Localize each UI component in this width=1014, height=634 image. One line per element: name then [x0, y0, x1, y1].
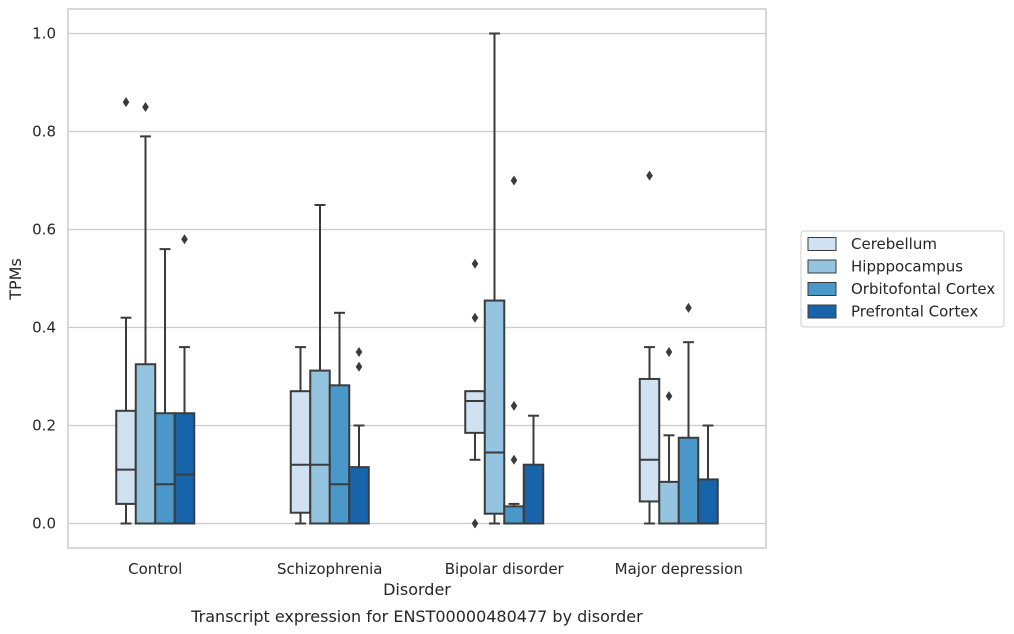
- box-iqr: [173, 412, 196, 525]
- box-2-0: [464, 258, 486, 529]
- plot-frame: [67, 8, 767, 549]
- y-axis-label: TPMs: [6, 258, 25, 301]
- y-tick-label: 0.0: [32, 515, 56, 533]
- x-tick-label: Schizophrenia: [277, 560, 382, 578]
- outlier-point: [510, 454, 518, 465]
- box-2-1: [483, 32, 506, 525]
- outlier-point: [471, 518, 479, 529]
- y-tick-labels: 0.0 0.2 0.4 0.6 0.8 1.0: [32, 25, 56, 533]
- outlier-point: [646, 170, 653, 181]
- legend-frame: [800, 230, 1005, 328]
- outlier-point: [355, 361, 363, 372]
- x-tick-labels: Control Schizophrenia Bipolar disorder Majo…: [128, 560, 743, 578]
- box-2-3: [522, 414, 545, 525]
- outlier-point: [471, 258, 479, 269]
- x-tick-label: Control: [128, 560, 182, 578]
- legend-label-0: Cerebellum: [851, 235, 937, 253]
- box-3-1: [658, 347, 680, 525]
- outlier-point: [510, 175, 518, 186]
- box-1-0: [289, 346, 312, 525]
- x-axis-label: Disorder: [383, 580, 451, 599]
- box-iqr: [348, 466, 370, 525]
- box-3-0: [638, 170, 661, 525]
- y-tick-label: 0.8: [32, 123, 56, 141]
- outlier-point: [510, 400, 518, 411]
- legend-swatch-0: [807, 237, 837, 251]
- box-iqr: [522, 463, 545, 525]
- box-1-1: [309, 204, 331, 525]
- box-iqr: [115, 409, 137, 505]
- box-iqr: [134, 363, 157, 525]
- box-iqr: [483, 299, 506, 515]
- box-3-3: [697, 424, 719, 525]
- box-iqr: [658, 480, 680, 525]
- legend-swatch-2: [807, 282, 837, 296]
- box-iqr: [289, 390, 312, 514]
- box-3-2: [677, 302, 700, 525]
- box-iqr: [309, 369, 331, 525]
- box-1-3: [348, 347, 370, 525]
- box-iqr: [638, 377, 661, 503]
- box-0-1: [134, 102, 157, 525]
- outlier-point: [355, 347, 363, 357]
- box-iqr: [677, 436, 700, 525]
- box-iqr: [697, 478, 719, 525]
- x-tick-label: Bipolar disorder: [445, 560, 565, 578]
- box-0-0: [115, 97, 137, 525]
- box-0-2: [154, 248, 176, 525]
- outlier-point: [685, 302, 692, 313]
- y-tick-label: 0.4: [32, 319, 56, 337]
- box-iqr: [154, 412, 176, 525]
- outlier-point: [122, 97, 130, 108]
- box-1-2: [328, 311, 351, 525]
- outlier-point: [665, 391, 673, 402]
- y-tick-label: 1.0: [32, 25, 56, 43]
- outlier-point: [665, 347, 673, 357]
- x-tick-label: Major depression: [615, 560, 743, 578]
- box-iqr: [328, 384, 351, 525]
- box-0-3: [173, 234, 196, 525]
- legend-swatch-1: [807, 259, 837, 274]
- y-tick-label: 0.6: [32, 221, 56, 239]
- legend-label-3: Prefrontal Cortex: [851, 303, 978, 321]
- outlier-point: [142, 102, 149, 112]
- chart-caption: Transcript expression for ENST0000048047…: [190, 607, 643, 626]
- y-tick-label: 0.2: [32, 417, 56, 435]
- box-iqr: [503, 505, 525, 525]
- outlier-point: [471, 312, 479, 323]
- box-2-2: [503, 175, 525, 525]
- outlier-point: [181, 234, 188, 245]
- box-iqr: [464, 390, 486, 434]
- legend-label-1: Hipppocampus: [851, 258, 963, 276]
- legend-label-2: Orbitofontal Cortex: [851, 280, 995, 298]
- box-series: [115, 32, 719, 529]
- legend: Cerebellum Hipppocampus Orbitofontal Corte…: [800, 230, 1005, 328]
- legend-swatch-3: [807, 304, 837, 319]
